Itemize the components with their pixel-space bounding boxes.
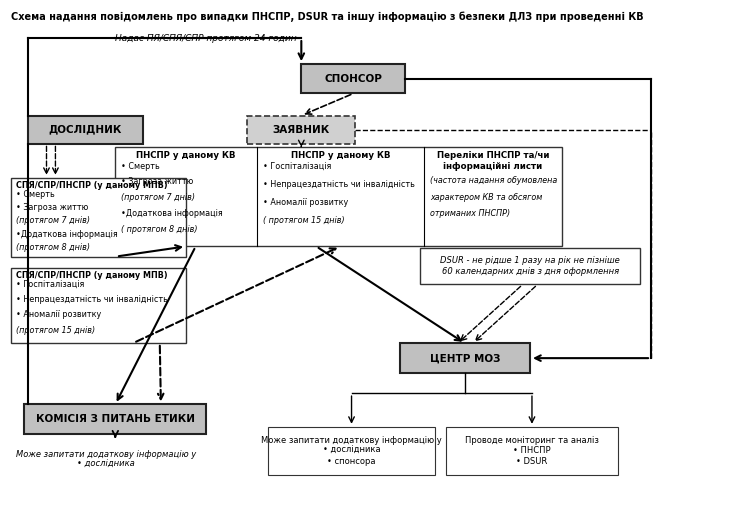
Text: (частота надання обумовлена: (частота надання обумовлена	[430, 176, 557, 185]
Text: (протягом 7 днів): (протягом 7 днів)	[121, 193, 195, 202]
Text: •Додаткова інформація: •Додаткова інформація	[16, 230, 118, 239]
Text: • Загроза життю: • Загроза життю	[16, 203, 89, 212]
Text: • Госпіталізація: • Госпіталізація	[16, 280, 85, 289]
Text: (протягом 7 днів): (протягом 7 днів)	[16, 216, 90, 226]
Text: ( протягом 15 днів): ( протягом 15 днів)	[263, 216, 344, 226]
Text: Може запитати додаткову інформацію у
• дослідника: Може запитати додаткову інформацію у • д…	[16, 450, 196, 469]
Bar	[11, 178, 186, 257]
Text: КОМІСІЯ З ПИТАНЬ ЕТИКИ: КОМІСІЯ З ПИТАНЬ ЕТИКИ	[36, 414, 195, 424]
Text: •Додаткова інформація: •Додаткова інформація	[121, 209, 223, 218]
Text: • Непрацездатність чи інвалідність: • Непрацездатність чи інвалідність	[16, 295, 168, 304]
Text: DSUR - не рідше 1 разу на рік не пізніше
60 календарних днів з дня оформлення: DSUR - не рідше 1 разу на рік не пізніше…	[440, 257, 620, 276]
Text: Переліки ПНСПР та/чи
інформаційні листи: Переліки ПНСПР та/чи інформаційні листи	[437, 151, 549, 171]
Text: ПНСПР у даному КВ: ПНСПР у даному КВ	[291, 151, 390, 161]
Text: • Непрацездатність чи інвалідність: • Непрацездатність чи інвалідність	[263, 180, 414, 189]
Bar	[268, 427, 435, 475]
Text: (протягом 15 днів): (протягом 15 днів)	[16, 326, 95, 335]
Text: ДОСЛІДНИК: ДОСЛІДНИК	[49, 124, 122, 135]
Bar	[11, 268, 186, 343]
Text: СПЯ/СПР/ПНСПР (у даному МПВ): СПЯ/СПР/ПНСПР (у даному МПВ)	[16, 181, 168, 190]
Bar	[28, 115, 143, 143]
Bar	[301, 64, 405, 93]
Text: Може запитати додаткову інформацію у
• дослідника
• спонсора: Може запитати додаткову інформацію у • д…	[261, 436, 442, 466]
Text: отриманих ПНСПР): отриманих ПНСПР)	[430, 209, 510, 218]
Text: • Смерть: • Смерть	[121, 162, 160, 171]
Text: Надає ПЯ/СПЯ/СПР протягом 24 годин: Надає ПЯ/СПЯ/СПР протягом 24 годин	[115, 34, 297, 43]
Text: ЦЕНТР МОЗ: ЦЕНТР МОЗ	[430, 353, 500, 363]
Bar	[19, 438, 193, 480]
Text: СПЯ/СПР/ПНСПР (у даному МПВ): СПЯ/СПР/ПНСПР (у даному МПВ)	[16, 271, 168, 280]
Bar	[24, 404, 206, 434]
Bar	[446, 427, 618, 475]
Text: ( протягом 8 днів): ( протягом 8 днів)	[121, 225, 198, 234]
Text: • Аномалії розвитку: • Аномалії розвитку	[16, 310, 102, 320]
Bar	[420, 248, 640, 284]
Text: • Аномалії розвитку: • Аномалії розвитку	[263, 198, 348, 207]
Text: (протягом 8 днів): (протягом 8 днів)	[16, 243, 90, 252]
Text: Схема надання повідомлень про випадки ПНСПР, DSUR та іншу інформацію з безпеки Д: Схема надання повідомлень про випадки ПН…	[11, 12, 644, 22]
Bar	[115, 147, 562, 246]
Bar	[400, 343, 530, 373]
Text: характером КВ та обсягом: характером КВ та обсягом	[430, 193, 542, 202]
Text: СПОНСОР: СПОНСОР	[324, 74, 382, 84]
Text: • Загроза життю: • Загроза життю	[121, 177, 193, 186]
Bar	[248, 115, 356, 143]
Text: Проводе моніторинг та аналіз
• ПНСПР
• DSUR: Проводе моніторинг та аналіз • ПНСПР • D…	[465, 436, 599, 466]
Text: • Госпіталізація: • Госпіталізація	[263, 162, 331, 171]
Text: • Смерть: • Смерть	[16, 190, 55, 199]
Text: ЗАЯВНИК: ЗАЯВНИК	[273, 124, 330, 135]
Text: ПНСПР у даному КВ: ПНСПР у даному КВ	[136, 151, 236, 161]
